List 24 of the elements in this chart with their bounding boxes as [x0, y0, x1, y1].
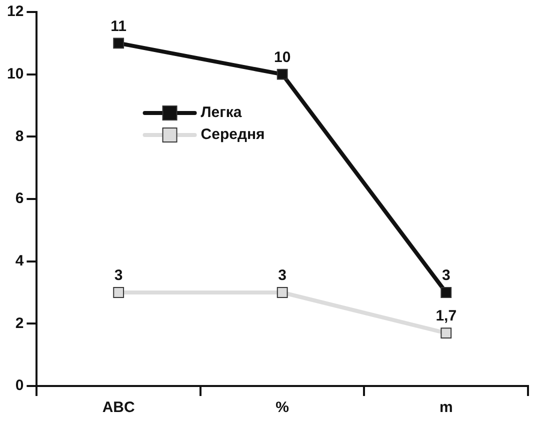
legend-label: Середня [200, 126, 265, 144]
point [113, 287, 124, 298]
x-tick-label: m [439, 399, 453, 416]
y-tick-label: 8 [15, 128, 24, 145]
x-tick-label: % [276, 399, 290, 416]
y-tick-label: 6 [15, 190, 24, 208]
data-label: 3 [114, 267, 123, 284]
data-label: 3 [442, 267, 450, 284]
y-tick-label: 12 [6, 3, 24, 20]
y-tick-label: 10 [6, 65, 24, 82]
point [440, 328, 452, 338]
data-label: 3 [278, 267, 287, 284]
y-tick-label: 0 [15, 377, 24, 394]
data-label: 1,7 [436, 308, 457, 325]
point [276, 287, 288, 298]
legend-label: Легка [200, 104, 242, 122]
y-tick-label: 4 [15, 252, 24, 270]
point [113, 38, 124, 49]
point [276, 68, 288, 80]
x-tick-label: ABC [102, 399, 135, 416]
y-tick-label: 2 [15, 314, 24, 332]
data-label: 11 [110, 18, 126, 35]
data-label: 10 [274, 48, 291, 66]
point [440, 287, 452, 298]
